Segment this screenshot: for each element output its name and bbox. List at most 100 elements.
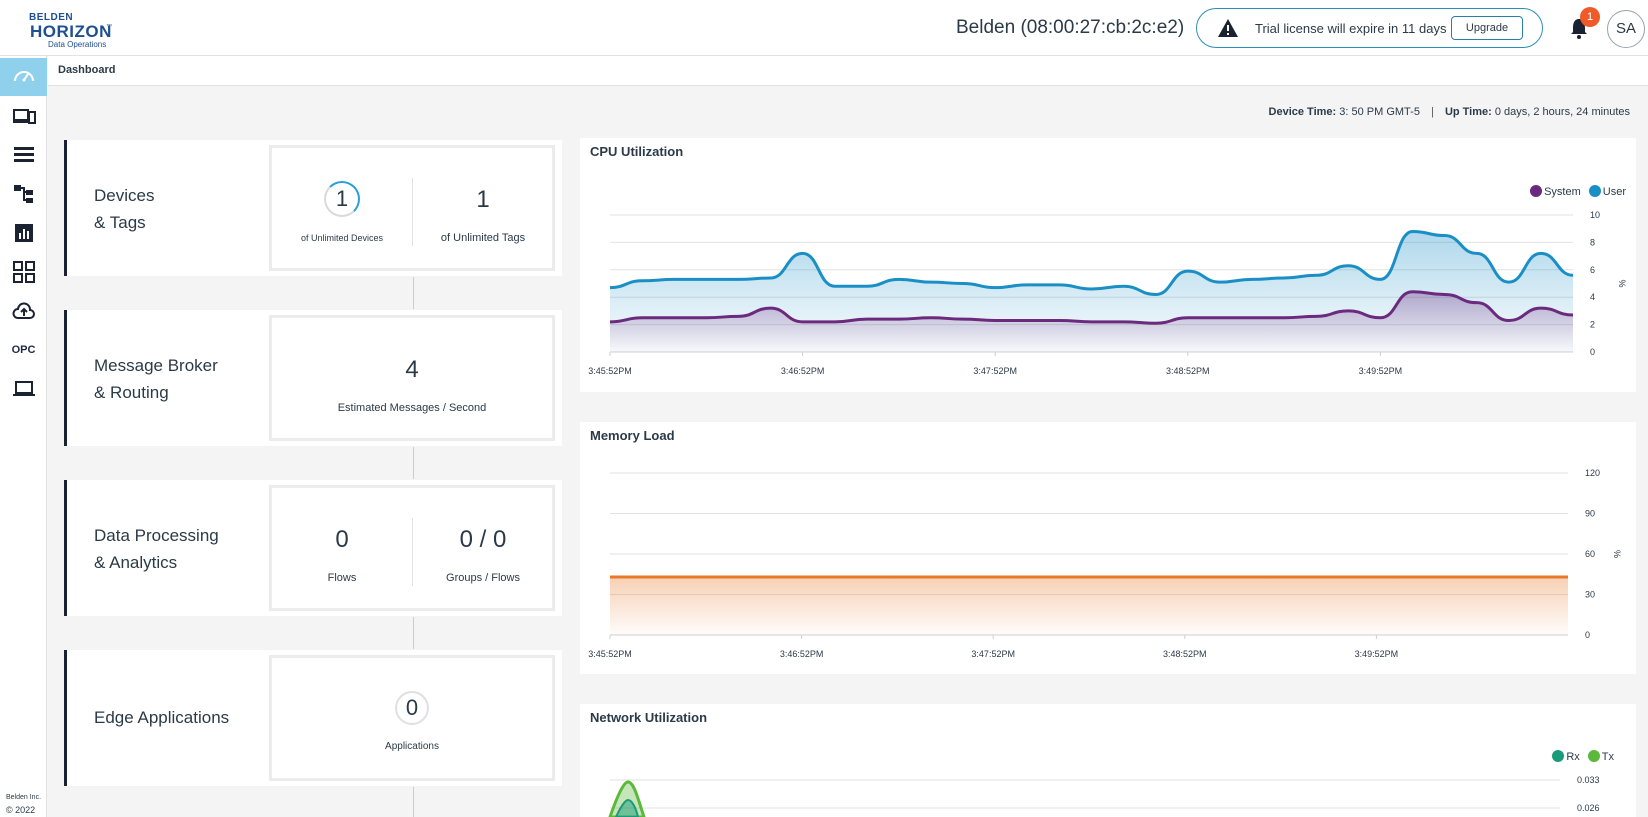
devices-count: 1 (324, 181, 360, 217)
breadcrumb[interactable]: Dashboard (58, 64, 116, 76)
devices-label: of Unlimited Devices (300, 233, 384, 243)
license-message: Trial license will expire in 11 days (1255, 21, 1447, 36)
x-tick-label: 3:45:52PM (588, 366, 632, 376)
applications-count: 0 (395, 691, 429, 725)
message-broker-title: Message Broker & Routing (94, 356, 218, 402)
cpu-chart-title: CPU Utilization (590, 144, 684, 159)
x-tick-label: 3:49:52PM (1355, 649, 1399, 659)
bar-chart-icon (14, 224, 33, 242)
legend-system[interactable]: System (1530, 185, 1581, 198)
upgrade-button[interactable]: Upgrade (1451, 16, 1523, 40)
license-banner: Trial license will expire in 11 days Upg… (1196, 8, 1543, 48)
network-utilization-card: Network Utilization Rx Tx 0.033 0.026 (580, 704, 1636, 817)
sidebar: OPC Belden Inc. © 2022 (0, 56, 47, 817)
y-tick-label: 0.026 (1577, 803, 1600, 813)
sidebar-item-system[interactable] (0, 370, 47, 408)
avatar[interactable]: SA (1607, 10, 1645, 48)
memory-chart-title: Memory Load (590, 428, 675, 443)
y-tick-label: 120 (1585, 468, 1600, 478)
y-axis-label: % (1617, 279, 1627, 287)
flows-count: 0 (335, 526, 349, 553)
y-tick-label: 30 (1585, 590, 1595, 600)
x-tick-label: 3:46:52PM (780, 649, 824, 659)
x-tick-label: 3:47:52PM (973, 366, 1017, 376)
y-tick-label: 2 (1590, 320, 1595, 330)
grid-icon (12, 261, 35, 283)
series-line-user (609, 229, 1574, 296)
network-chart-title: Network Utilization (590, 710, 708, 725)
sidebar-item-dashboard[interactable] (0, 58, 47, 96)
memory-load-card: Memory Load 0 30 60 90 120% 3:45:52PM 3:46:52P… (580, 422, 1636, 674)
warning-icon (1218, 19, 1238, 37)
y-tick-label: 4 (1590, 292, 1595, 302)
x-tick-label: 3:47:52PM (971, 649, 1015, 659)
sidebar-item-applications[interactable] (0, 253, 47, 291)
sidebar-item-opc[interactable]: OPC (0, 331, 47, 369)
x-tick-label: 3:49:52PM (1359, 366, 1403, 376)
y-tick-label: 0 (1590, 347, 1595, 357)
flows-label: Flows (327, 572, 357, 584)
belden-horizon-logo[interactable]: BELDEN HORIZON ™ Data Operations (29, 12, 112, 49)
sidebar-item-data-list[interactable] (0, 136, 47, 174)
applications-label: Applications (385, 741, 439, 752)
sidebar-item-cloud[interactable] (0, 292, 47, 330)
x-tick-label: 3:46:52PM (781, 366, 825, 376)
hierarchy-icon (13, 185, 33, 203)
user-dot-icon (1588, 185, 1601, 197)
legend-tx[interactable]: Tx (1587, 750, 1614, 763)
cpu-legend: System User (1530, 185, 1626, 198)
x-tick-label: 3:48:52PM (1163, 649, 1207, 659)
copyright: Belden Inc. © 2022 (6, 794, 42, 815)
edge-applications-card[interactable]: Edge Applications 0 Applications (64, 650, 562, 786)
y-tick-label: 8 (1590, 237, 1595, 247)
series-line-system (609, 290, 1574, 325)
network-chart: 0.033 0.026 (608, 775, 1600, 817)
y-tick-label: 0.033 (1577, 775, 1600, 785)
data-processing-title: Data Processing & Analytics (94, 526, 219, 572)
sidebar-item-devices[interactable] (0, 97, 47, 135)
tags-count: 1 (476, 186, 490, 213)
list-icon (13, 147, 34, 162)
cpu-utilization-card: CPU Utilization System User 0 2 4 6 8 10% 3:45… (580, 138, 1636, 392)
message-broker-card[interactable]: Message Broker & Routing 4 Estimated Mes… (64, 310, 562, 446)
series-area-memory (610, 576, 1568, 635)
sidebar-item-reports[interactable] (0, 214, 47, 252)
legend-rx[interactable]: Rx (1552, 750, 1580, 763)
data-processing-stats: 0 Flows 0 / 0 Groups / Flows (269, 485, 555, 611)
cpu-chart: 0 2 4 6 8 10% 3:45:52PM 3:46:52PM 3:47:52PM 3:48:… (588, 210, 1627, 376)
tx-dot-icon (1587, 750, 1600, 762)
legend-user[interactable]: User (1588, 185, 1626, 198)
x-tick-label: 3:45:52PM (588, 649, 632, 659)
devices-icon (12, 109, 36, 124)
breadcrumb-bar: Dashboard (48, 56, 1648, 86)
y-tick-label: 90 (1585, 509, 1595, 519)
tags-label: of Unlimited Tags (440, 232, 526, 244)
cloud-upload-icon (12, 302, 35, 319)
data-processing-card[interactable]: Data Processing & Analytics 0 Flows 0 / … (64, 480, 562, 616)
message-broker-stats: 4 Estimated Messages / Second (269, 315, 555, 441)
device-title: Belden (08:00:27:cb:2c:e2) (956, 17, 1185, 38)
y-tick-label: 0 (1585, 630, 1590, 640)
notification-badge: 1 (1580, 7, 1600, 27)
edge-applications-stats: 0 Applications (269, 655, 555, 781)
series-area-rx (614, 798, 640, 817)
devices-tags-title: Devices & Tags (94, 186, 155, 232)
devices-tags-stats: 1 of Unlimited Devices 1 of Unlimited Ta… (269, 145, 555, 271)
messages-label: Estimated Messages / Second (337, 402, 487, 414)
groups-flows-count: 0 / 0 (459, 526, 507, 553)
messages-count: 4 (405, 356, 419, 383)
top-bar: BELDEN HORIZON ™ Data Operations Belden … (0, 0, 1648, 56)
rx-dot-icon (1552, 750, 1565, 762)
speedometer-icon (13, 71, 34, 82)
network-legend: Rx Tx (1552, 750, 1614, 763)
devices-tags-card[interactable]: Devices & Tags 1 of Unlimited Devices 1 … (64, 140, 562, 276)
x-tick-label: 3:48:52PM (1166, 366, 1210, 376)
edge-applications-title: Edge Applications (94, 708, 230, 727)
y-tick-label: 6 (1590, 265, 1595, 275)
y-axis-label: % (1612, 550, 1622, 558)
memory-chart: 0 30 60 90 120% 3:45:52PM 3:46:52PM 3:47:52PM 3:… (588, 468, 1622, 659)
y-tick-label: 60 (1585, 549, 1595, 559)
sidebar-item-flows[interactable] (0, 175, 47, 213)
laptop-icon (12, 381, 35, 396)
device-info: Device Time: 3: 50 PM GMT-5 | Up Time: 0… (1268, 106, 1630, 118)
